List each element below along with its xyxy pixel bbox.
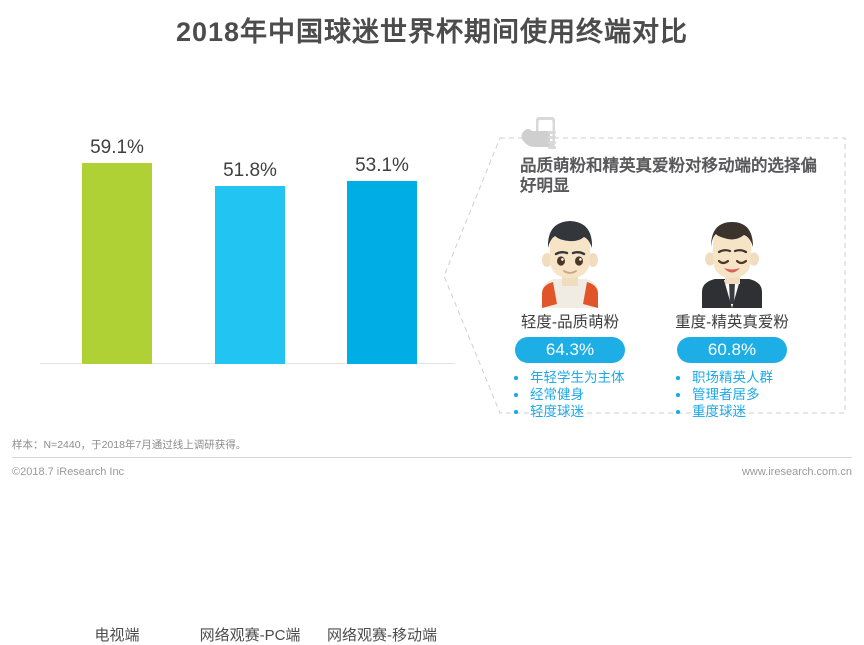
- list-item: 职场精英人群: [652, 369, 812, 386]
- bullet-dot-icon: [676, 393, 680, 397]
- persona-value-light: 64.3%: [515, 337, 625, 363]
- list-item: 轻度球迷: [490, 403, 650, 420]
- businessman-avatar: [652, 216, 812, 308]
- list-item-label: 重度球迷: [692, 404, 746, 419]
- page-title: 2018年中国球迷世界杯期间使用终端对比: [175, 17, 689, 47]
- website-url[interactable]: www.iresearch.com.cn: [741, 466, 852, 478]
- list-item-label: 年轻学生为主体: [530, 370, 625, 385]
- bar-value-mobile: 53.1%: [355, 155, 409, 176]
- bullet-dot-icon: [676, 410, 680, 414]
- bullet-dot-icon: [676, 376, 680, 380]
- list-item-label: 管理者居多: [692, 387, 760, 402]
- bar-pc[interactable]: [215, 186, 285, 364]
- callout-frame: [443, 137, 846, 414]
- persona-bullets-light: 年轻学生为主体 经常健身 轻度球迷: [490, 369, 650, 420]
- list-item-label: 轻度球迷: [530, 404, 584, 419]
- bar-tv[interactable]: [82, 163, 152, 364]
- footer-divider: [12, 457, 852, 458]
- bar-label-mobile: 网络观赛-移动端: [327, 627, 437, 644]
- callout-heading: 品质萌粉和精英真爱粉对移动端的选择偏好明显: [520, 157, 817, 195]
- sample-note: 样本：N=2440，于2018年7月通过线上调研获得。: [12, 439, 247, 451]
- bullet-dot-icon: [514, 376, 518, 380]
- persona-heavy-fan: 重度-精英真爱粉 60.8% 职场精英人群 管理者居多 重度球迷: [652, 216, 812, 420]
- bar-value-pc: 51.8%: [223, 160, 277, 181]
- bullet-dot-icon: [514, 393, 518, 397]
- bullet-dot-icon: [514, 410, 518, 414]
- young-student-avatar: [490, 216, 650, 308]
- persona-bullets-heavy: 职场精英人群 管理者居多 重度球迷: [652, 369, 812, 420]
- callout-panel: 品质萌粉和精英真爱粉对移动端的选择偏好明显: [430, 117, 850, 420]
- list-item: 重度球迷: [652, 403, 812, 420]
- persona-name-light: 轻度-品质萌粉: [520, 314, 620, 331]
- slide: 2018年中国球迷世界杯期间使用终端对比 59.1% 电视端 51.8% 网络观…: [12, 17, 852, 644]
- list-item-label: 职场精英人群: [692, 370, 773, 385]
- hand-phone-icon: [521, 117, 556, 149]
- copyright-text: ©2018.7 iResearch Inc: [12, 466, 125, 478]
- list-item: 年轻学生为主体: [490, 369, 650, 386]
- bar-value-tv: 59.1%: [90, 137, 144, 158]
- bar-chart: 59.1% 电视端 51.8% 网络观赛-PC端 53.1% 网络观赛-移动端: [30, 110, 460, 644]
- list-item-label: 经常健身: [530, 387, 584, 402]
- persona-light-fan: 轻度-品质萌粉 64.3% 年轻学生为主体 经常健身 轻度球迷: [490, 216, 650, 420]
- bar-mobile[interactable]: [347, 181, 417, 364]
- list-item: 经常健身: [490, 386, 650, 403]
- persona-value-heavy: 60.8%: [677, 337, 787, 363]
- list-item: 管理者居多: [652, 386, 812, 403]
- persona-name-heavy: 重度-精英真爱粉: [675, 314, 789, 331]
